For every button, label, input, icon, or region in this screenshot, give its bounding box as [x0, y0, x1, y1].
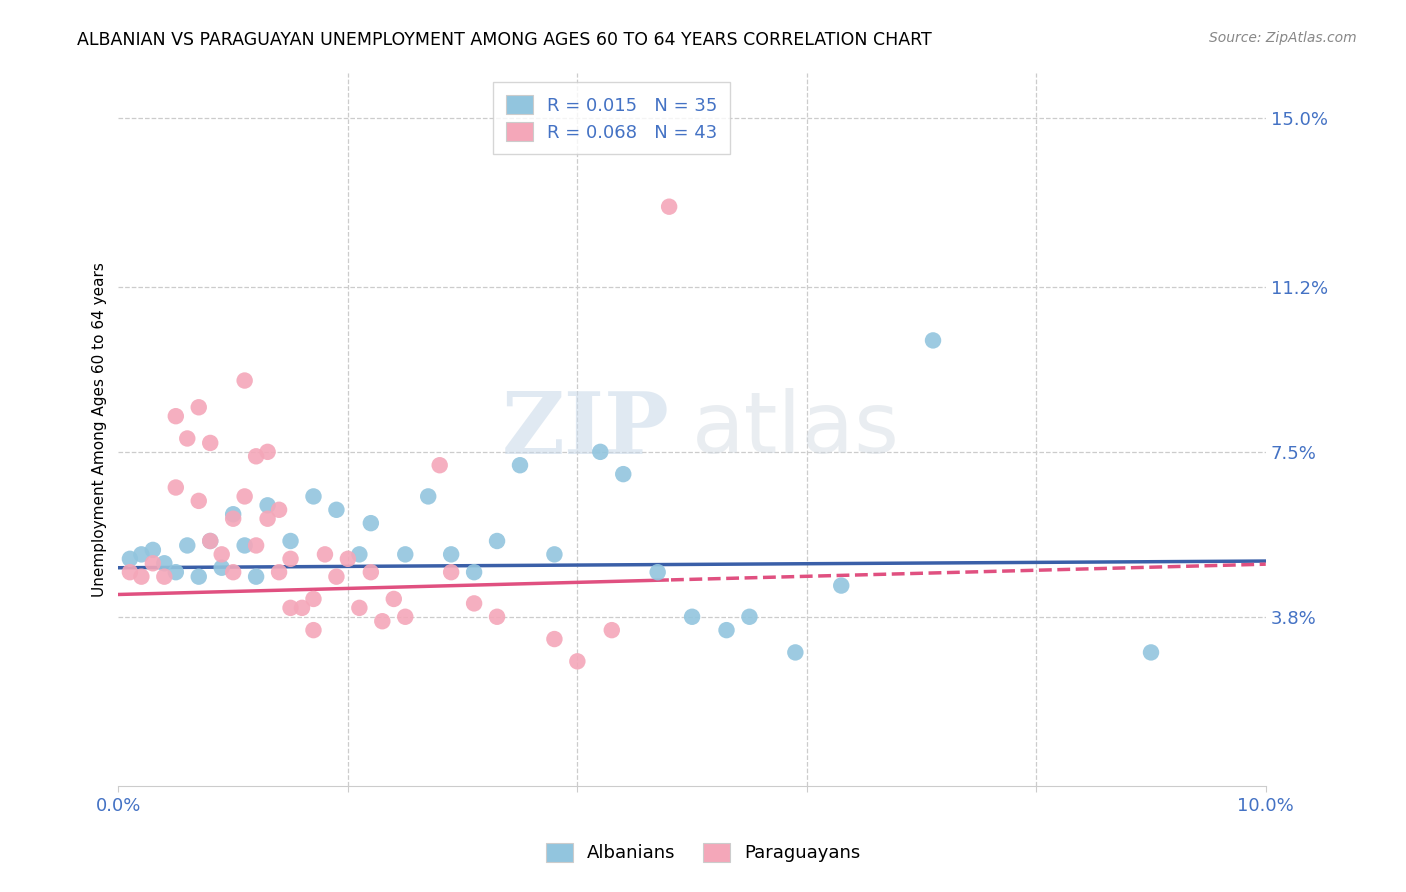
Point: [256, 512, 278, 526]
Point: [233, 490, 256, 504]
Point: [176, 432, 198, 446]
Point: [267, 503, 290, 517]
Point: [543, 547, 565, 561]
Point: [394, 547, 416, 561]
Point: [291, 600, 314, 615]
Point: [302, 623, 325, 637]
Point: [382, 591, 405, 606]
Point: [716, 623, 738, 637]
Legend: R = 0.015   N = 35, R = 0.068   N = 43: R = 0.015 N = 35, R = 0.068 N = 43: [494, 82, 730, 154]
Point: [463, 596, 485, 610]
Point: [738, 609, 761, 624]
Point: [658, 200, 681, 214]
Point: [245, 538, 267, 552]
Point: [302, 591, 325, 606]
Point: [280, 600, 302, 615]
Point: [256, 445, 278, 459]
Point: [211, 560, 233, 574]
Point: [336, 551, 359, 566]
Point: [256, 499, 278, 513]
Point: [360, 565, 382, 579]
Point: [176, 538, 198, 552]
Point: [187, 569, 209, 583]
Point: [200, 533, 222, 548]
Point: [463, 565, 485, 579]
Point: [280, 533, 302, 548]
Point: [222, 512, 245, 526]
Y-axis label: Unemployment Among Ages 60 to 64 years: Unemployment Among Ages 60 to 64 years: [93, 262, 107, 597]
Point: [440, 565, 463, 579]
Text: ZIP: ZIP: [502, 387, 669, 472]
Point: [325, 569, 347, 583]
Point: [349, 547, 371, 561]
Point: [567, 654, 589, 668]
Point: [509, 458, 531, 473]
Point: [142, 542, 165, 557]
Point: [118, 551, 141, 566]
Point: [118, 565, 141, 579]
Point: [131, 569, 153, 583]
Legend: Albanians, Paraguayans: Albanians, Paraguayans: [538, 836, 868, 870]
Point: [1140, 645, 1163, 659]
Point: [187, 401, 209, 415]
Point: [245, 569, 267, 583]
Point: [486, 609, 509, 624]
Point: [302, 490, 325, 504]
Text: ALBANIAN VS PARAGUAYAN UNEMPLOYMENT AMONG AGES 60 TO 64 YEARS CORRELATION CHART: ALBANIAN VS PARAGUAYAN UNEMPLOYMENT AMON…: [77, 31, 932, 49]
Point: [681, 609, 703, 624]
Point: [600, 623, 623, 637]
Point: [200, 436, 222, 450]
Point: [280, 551, 302, 566]
Point: [153, 556, 176, 570]
Point: [200, 533, 222, 548]
Point: [429, 458, 451, 473]
Point: [922, 334, 945, 348]
Point: [245, 450, 267, 464]
Point: [440, 547, 463, 561]
Point: [394, 609, 416, 624]
Point: [153, 569, 176, 583]
Point: [486, 533, 509, 548]
Point: [314, 547, 336, 561]
Point: [543, 632, 565, 646]
Point: [165, 481, 187, 495]
Point: [589, 445, 612, 459]
Point: [325, 503, 347, 517]
Point: [222, 565, 245, 579]
Point: [211, 547, 233, 561]
Point: [233, 538, 256, 552]
Point: [647, 565, 669, 579]
Point: [131, 547, 153, 561]
Point: [222, 508, 245, 522]
Point: [267, 565, 290, 579]
Point: [233, 374, 256, 388]
Point: [785, 645, 807, 659]
Point: [612, 467, 634, 482]
Point: [165, 565, 187, 579]
Point: [349, 600, 371, 615]
Text: Source: ZipAtlas.com: Source: ZipAtlas.com: [1209, 31, 1357, 45]
Text: atlas: atlas: [692, 388, 900, 471]
Point: [360, 516, 382, 531]
Point: [187, 494, 209, 508]
Point: [371, 614, 394, 628]
Point: [830, 578, 852, 592]
Point: [418, 490, 440, 504]
Point: [165, 409, 187, 424]
Point: [142, 556, 165, 570]
